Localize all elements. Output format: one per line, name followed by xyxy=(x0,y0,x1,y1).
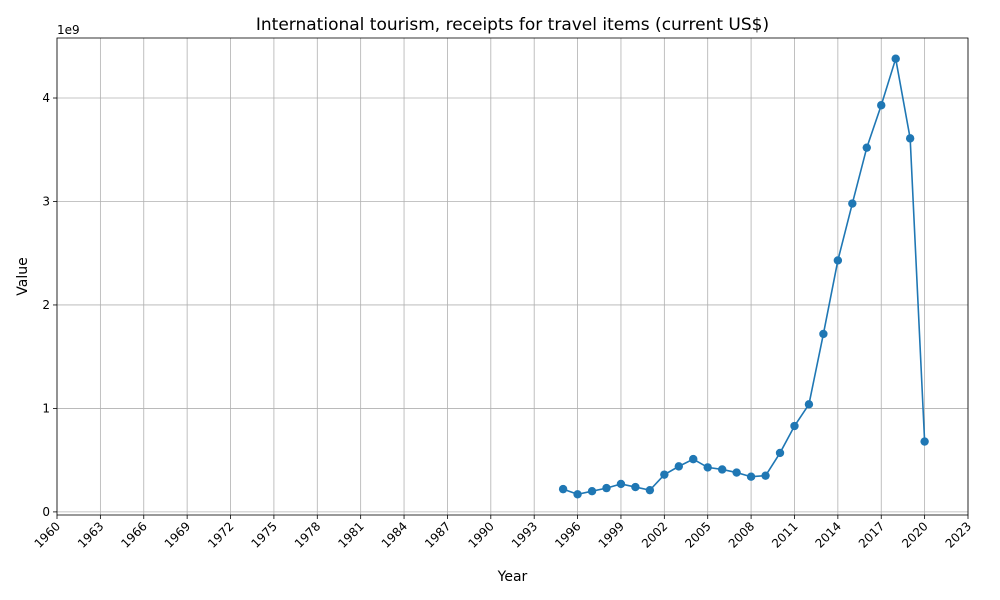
y-tick-label: 4 xyxy=(42,91,50,105)
data-point xyxy=(732,468,741,477)
y-tick-label: 3 xyxy=(42,194,50,208)
data-point xyxy=(689,454,698,464)
data-point xyxy=(631,482,640,492)
data-point xyxy=(891,54,900,63)
grid xyxy=(56,38,969,515)
data-point xyxy=(819,329,828,339)
data-point xyxy=(587,487,597,496)
x-axis-label: Year xyxy=(497,569,528,585)
y-axis-label: Value xyxy=(15,257,31,295)
data-point xyxy=(833,256,843,265)
data-point xyxy=(905,134,915,143)
data-point xyxy=(602,483,611,493)
data-point xyxy=(775,448,785,458)
data-point xyxy=(674,462,683,471)
data-point xyxy=(660,470,669,479)
chart-title: International tourism, receipts for trav… xyxy=(256,15,769,35)
data-point xyxy=(703,463,712,472)
data-point xyxy=(616,479,626,489)
y-tick-label: 1 xyxy=(42,401,50,415)
data-point xyxy=(920,437,929,446)
y-tick-label: 0 xyxy=(42,505,50,519)
data-point xyxy=(862,143,871,152)
y-tick-label: 2 xyxy=(42,298,50,312)
data-point xyxy=(558,484,568,494)
data-point xyxy=(877,101,886,110)
data-point xyxy=(573,490,582,499)
data-point xyxy=(717,465,727,474)
data-point xyxy=(790,421,799,431)
y-axis-offset-label: 1e9 xyxy=(57,23,80,37)
data-point xyxy=(746,472,756,481)
data-point xyxy=(645,485,655,495)
data-point xyxy=(804,400,814,409)
series-layer xyxy=(558,54,929,499)
data-point xyxy=(848,199,857,208)
plot-frame xyxy=(56,37,969,516)
data-point xyxy=(761,471,770,480)
